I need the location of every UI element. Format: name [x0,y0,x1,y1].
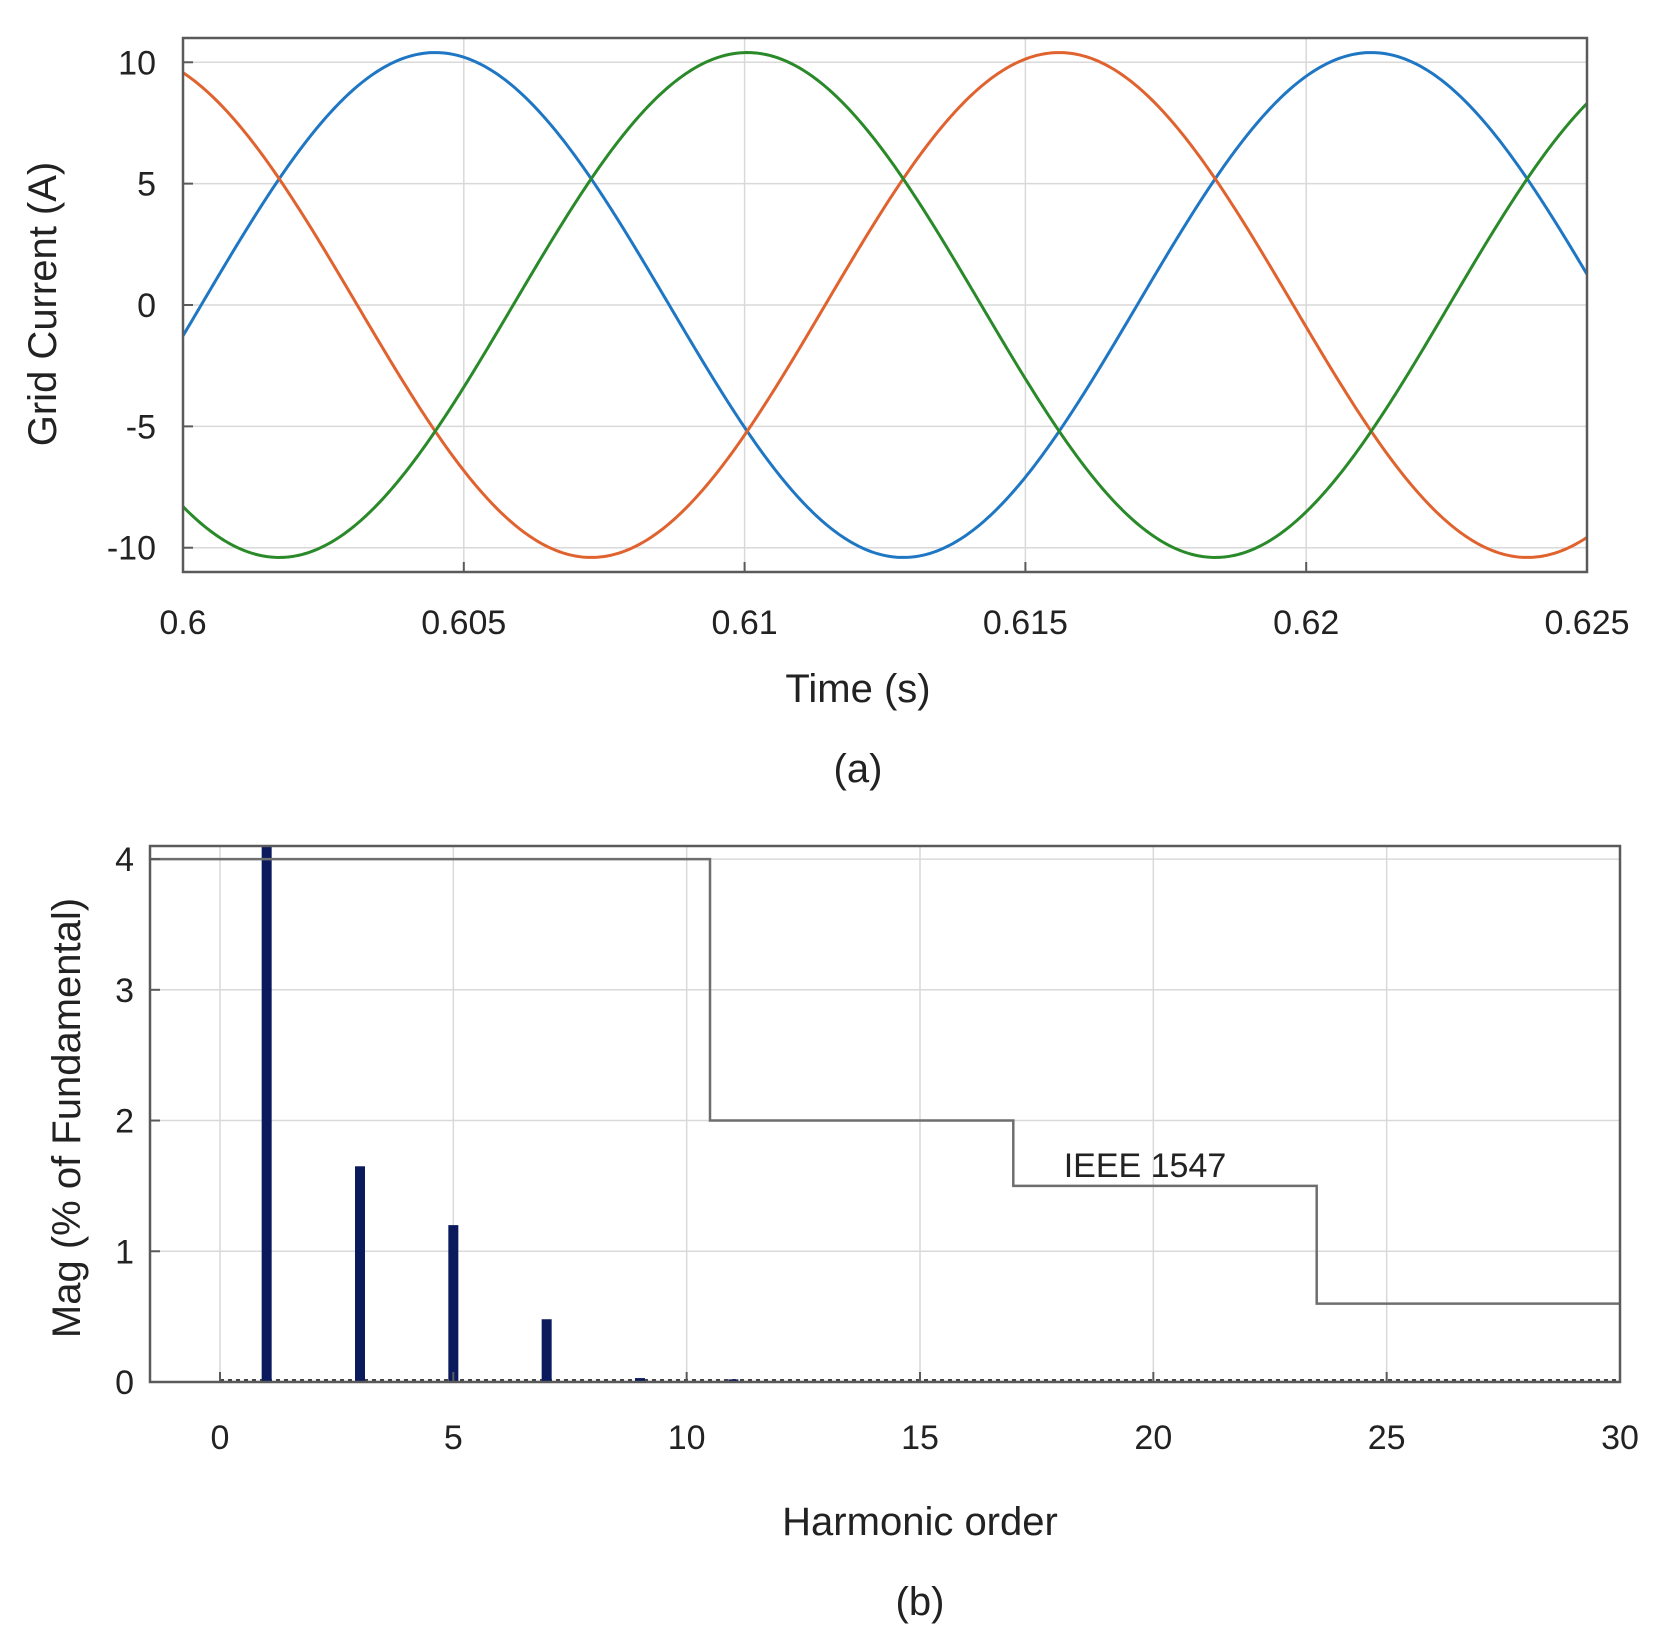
x-tick-label: 0.625 [1544,604,1629,642]
y-tick-label: 5 [137,166,156,204]
bar-h1 [261,846,272,1382]
series-phase-a [181,51,1589,559]
chart-a-xlabel: Time (s) [785,667,930,711]
chart-a-caption: (a) [834,747,883,791]
chart-a-y-ticks: 10 5 0 -5 -10 [107,44,193,568]
series-phase-b [182,51,1588,559]
chart-b-ylabel: Mag (% of Fundamental) [45,898,89,1338]
y-tick-label: -5 [126,408,156,446]
bar-h3 [355,1166,365,1382]
y-tick-label: 4 [115,841,134,879]
x-tick-label: 0 [211,1419,230,1457]
y-tick-label: 1 [115,1233,134,1271]
x-tick-label: 0.61 [712,604,778,642]
x-tick-label: 0.615 [983,604,1068,642]
chart-b-limit-label: IEEE 1547 [1064,1147,1227,1185]
chart-b-limit [150,857,1620,1305]
x-tick-label: 0.6 [159,604,206,642]
bar-h9 [635,1378,645,1382]
y-tick-label: 0 [137,287,156,325]
y-tick-label: -10 [107,530,156,568]
x-tick-label: 15 [901,1419,939,1457]
x-tick-label: 0.605 [421,604,506,642]
chart-b-bars [261,846,739,1382]
x-tick-label: 25 [1368,1419,1406,1457]
chart-a-grid [182,38,1588,572]
limit-line-ieee-1547 [150,857,1620,1305]
y-tick-label: 0 [115,1364,134,1402]
y-tick-label: 10 [118,44,156,82]
chart-b-frame [148,844,1622,1384]
chart-a: 0.6 0.605 0.61 0.615 0.62 0.625 10 5 0 -5 -10 Tim… [21,36,1630,791]
chart-b-x-ticks: 0 5 10 15 20 25 30 [211,1372,1639,1457]
x-tick-label: 0.62 [1273,604,1339,642]
chart-b-y-ticks: 0 1 2 3 4 [115,841,160,1402]
x-tick-label: 10 [668,1419,706,1457]
bar-h11 [728,1379,739,1382]
chart-a-x-ticks: 0.6 0.605 0.61 0.615 0.62 0.625 [159,562,1630,642]
chart-a-ylabel: Grid Current (A) [21,162,65,447]
bar-h5 [448,1225,459,1382]
bar-h7 [541,1319,552,1382]
chart-b: 0 5 10 15 20 25 30 0 1 2 3 4 IEEE 1547 Harmonic or… [45,841,1639,1624]
chart-b-xlabel: Harmonic order [782,1500,1058,1544]
series-phase-c [181,51,1589,559]
y-tick-label: 3 [115,972,134,1010]
x-tick-label: 30 [1601,1419,1639,1457]
x-tick-label: 5 [444,1419,463,1457]
chart-b-caption: (b) [896,1580,945,1624]
chart-a-series [181,51,1589,559]
chart-b-grid [150,846,1621,1383]
x-tick-label: 20 [1134,1419,1172,1457]
y-tick-label: 2 [115,1103,134,1141]
